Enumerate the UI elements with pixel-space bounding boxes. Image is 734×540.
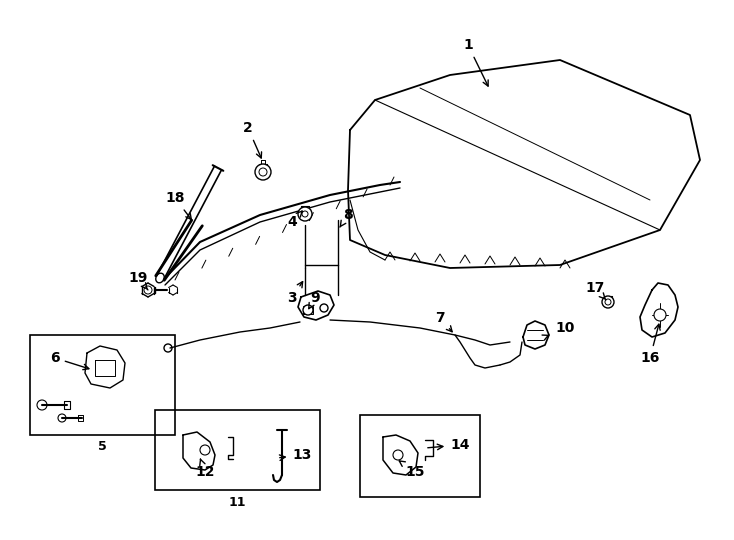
Circle shape <box>393 450 403 460</box>
Bar <box>155 410 320 490</box>
Text: 7: 7 <box>435 311 452 332</box>
Circle shape <box>58 414 66 422</box>
Text: 15: 15 <box>399 461 425 479</box>
Circle shape <box>605 299 611 305</box>
Circle shape <box>654 309 666 321</box>
Circle shape <box>37 400 47 410</box>
Text: 6: 6 <box>50 351 89 370</box>
Text: 5: 5 <box>98 441 106 454</box>
Circle shape <box>164 344 172 352</box>
Bar <box>30 335 175 435</box>
Circle shape <box>320 304 328 312</box>
Circle shape <box>200 445 210 455</box>
Circle shape <box>259 168 267 176</box>
Text: 18: 18 <box>165 191 192 220</box>
Text: 11: 11 <box>228 496 246 509</box>
Text: 14: 14 <box>428 438 470 452</box>
Text: 1: 1 <box>463 38 488 86</box>
Circle shape <box>302 211 308 217</box>
Circle shape <box>602 296 614 308</box>
Circle shape <box>255 164 271 180</box>
Bar <box>360 415 480 497</box>
Circle shape <box>303 305 313 315</box>
Text: 3: 3 <box>287 282 302 305</box>
Text: 4: 4 <box>287 211 302 229</box>
Text: 12: 12 <box>195 459 215 479</box>
Circle shape <box>298 207 312 221</box>
Text: 19: 19 <box>128 271 148 290</box>
Text: 9: 9 <box>309 291 320 309</box>
Text: 10: 10 <box>542 321 575 340</box>
Text: 13: 13 <box>280 448 312 462</box>
Text: 16: 16 <box>640 324 660 365</box>
Text: 8: 8 <box>340 208 353 227</box>
Text: 17: 17 <box>585 281 606 300</box>
Text: 2: 2 <box>243 121 261 158</box>
